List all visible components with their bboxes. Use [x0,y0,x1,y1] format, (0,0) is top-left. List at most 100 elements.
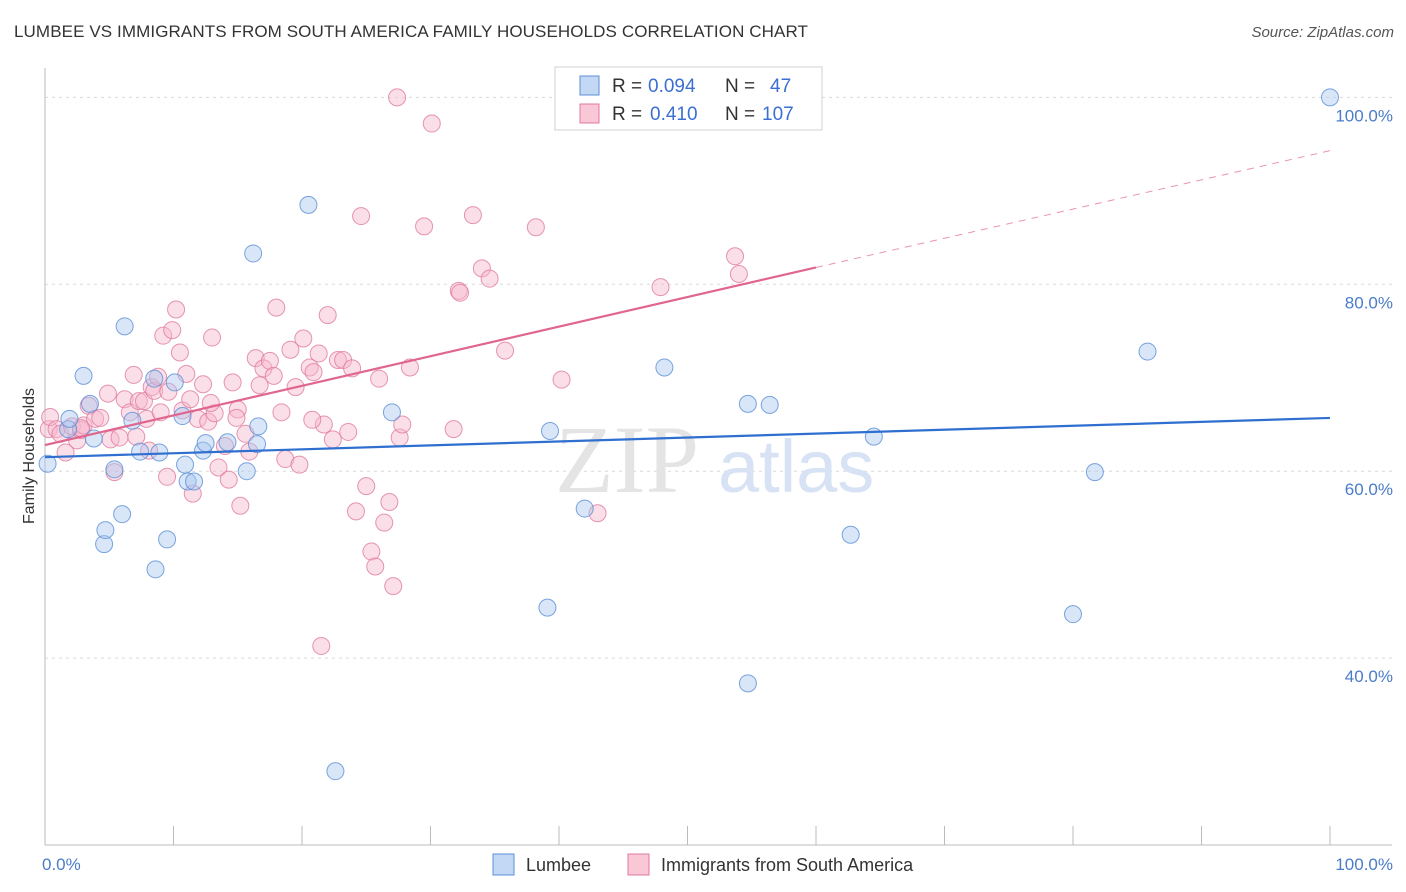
sa-point [231,496,250,515]
legend-n-label-2: N = [725,104,755,125]
lumbee-point [382,403,401,422]
lumbee-point [146,560,165,579]
sa-point [323,430,342,449]
lumbee-point [1321,88,1339,107]
sa-point [158,467,177,486]
sa-point [272,403,291,422]
sa-point [304,363,323,382]
trend-line-sa [44,266,817,447]
lumbee-point [158,530,177,549]
sa-point [552,370,571,389]
sa-point [388,88,407,107]
sa-point [357,477,376,496]
legend-r-value-1: 0.094 [648,76,696,97]
sa-point [246,349,265,368]
lumbee-point [1064,605,1082,624]
sa-point [181,390,200,409]
sa-point [346,502,365,521]
lumbee-point [326,762,345,781]
gridlines [45,96,1392,659]
lumbee-point [738,394,757,413]
sa-point [223,373,242,392]
sa-point [362,542,381,561]
tick-labels: 40.0% 60.0% 80.0% 100.0% 0.0% 100.0% [42,106,1393,874]
sa-point [472,259,491,278]
sa-point [129,392,148,411]
lumbee-point [105,460,124,479]
lumbee-point [115,317,134,336]
sa-point [170,343,189,362]
chart-title: LUMBEE VS IMMIGRANTS FROM SOUTH AMERICA … [14,22,809,41]
lumbee-point [1138,342,1157,361]
legend-swatch-sa [579,103,600,124]
y-tick-label: 80.0% [1345,293,1393,312]
sa-point [260,351,279,370]
trend-line-lumbee [44,416,1331,459]
lumbee-point [249,417,268,436]
sa-point [294,329,313,348]
sa-point [219,470,238,489]
bottom-legend-lumbee: Lumbee [526,855,591,875]
lumbee-point [173,407,192,426]
y-tick-label: 40.0% [1345,667,1393,686]
lumbee-point [1085,463,1104,482]
lumbee-point [194,441,213,460]
x-tick-label: 0.0% [42,855,81,874]
sa-point [290,455,309,474]
lumbee-point [60,409,79,428]
legend-r-value-2: 0.410 [650,104,698,125]
lumbee-point [80,394,99,413]
series-legend: Lumbee Immigrants from South America [492,853,914,876]
lumbee-point [131,442,150,461]
sa-point [124,365,143,384]
sa-point [352,207,371,226]
x-tick-label: 100.0% [1335,855,1393,874]
sa-point [444,420,463,439]
sa-point [366,557,385,576]
sa-point [314,415,333,434]
watermark-atlas: atlas [718,425,874,508]
sa-point [380,493,399,512]
sa-point [480,269,499,288]
watermark-zip: ZIP [555,406,699,513]
sa-point [651,278,670,297]
lumbee-point [299,195,318,214]
sa-point [726,247,745,266]
sa-point [254,359,273,378]
sa-point [250,376,269,395]
sa-point [496,341,515,360]
legend-r-label-1: R = [612,76,642,97]
lumbee-point [218,433,237,452]
lumbee-point [95,535,114,554]
lumbee-point [165,373,184,392]
lumbee-point [145,369,164,388]
sa-point [163,321,182,340]
bottom-legend-sa: Immigrants from South America [661,855,914,875]
bottom-legend-swatch-lumbee [492,853,515,876]
legend-n-value-2: 107 [762,104,794,125]
sa-point [167,300,186,319]
sa-point [203,328,222,347]
lumbee-point [74,366,93,385]
trend-line-sa-extension [815,150,1331,268]
lumbee-point [96,521,115,540]
sa-point [328,350,347,369]
sa-point [370,369,389,388]
sa-point [267,298,286,317]
lumbee-point [196,434,215,453]
bottom-legend-swatch-sa [627,853,650,876]
lumbee-point [178,472,197,491]
lumbee-point [244,244,263,263]
sa-point [154,326,173,345]
stats-legend: R = 0.094 N = 47 R = 0.410 N = 107 [554,66,823,131]
sa-point [110,428,129,447]
sa-point [194,375,213,394]
sa-point [209,458,228,477]
lumbee-point [655,358,674,377]
legend-r-label-2: R = [612,104,642,125]
lumbee-point [738,674,757,693]
lumbee-point [237,462,256,481]
legend-n-label-1: N = [725,76,755,97]
sa-point [375,513,394,532]
